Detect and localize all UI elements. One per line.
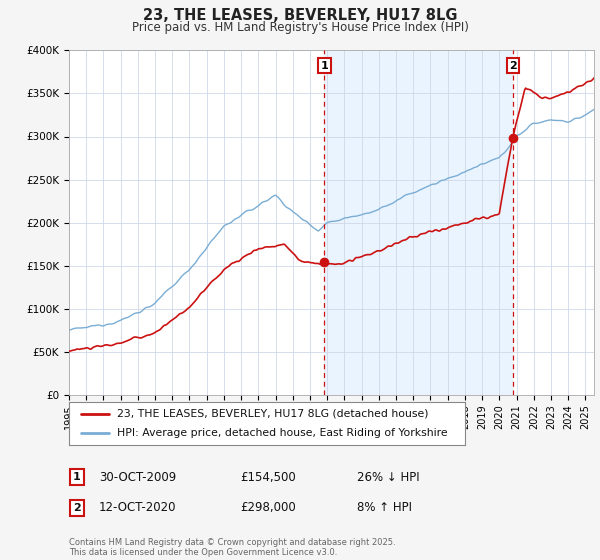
Text: £154,500: £154,500 <box>240 470 296 484</box>
Text: £298,000: £298,000 <box>240 501 296 515</box>
Text: 2: 2 <box>509 60 517 71</box>
Text: 2: 2 <box>73 503 80 513</box>
Text: 12-OCT-2020: 12-OCT-2020 <box>99 501 176 515</box>
Text: 1: 1 <box>320 60 328 71</box>
Text: 23, THE LEASES, BEVERLEY, HU17 8LG (detached house): 23, THE LEASES, BEVERLEY, HU17 8LG (deta… <box>116 409 428 419</box>
Text: 26% ↓ HPI: 26% ↓ HPI <box>357 470 419 484</box>
Text: 1: 1 <box>73 472 80 482</box>
Text: Contains HM Land Registry data © Crown copyright and database right 2025.
This d: Contains HM Land Registry data © Crown c… <box>69 538 395 557</box>
Text: Price paid vs. HM Land Registry's House Price Index (HPI): Price paid vs. HM Land Registry's House … <box>131 21 469 34</box>
Text: 8% ↑ HPI: 8% ↑ HPI <box>357 501 412 515</box>
Text: 30-OCT-2009: 30-OCT-2009 <box>99 470 176 484</box>
Text: HPI: Average price, detached house, East Riding of Yorkshire: HPI: Average price, detached house, East… <box>116 428 447 438</box>
Bar <box>324 50 513 395</box>
Text: 23, THE LEASES, BEVERLEY, HU17 8LG: 23, THE LEASES, BEVERLEY, HU17 8LG <box>143 8 457 24</box>
